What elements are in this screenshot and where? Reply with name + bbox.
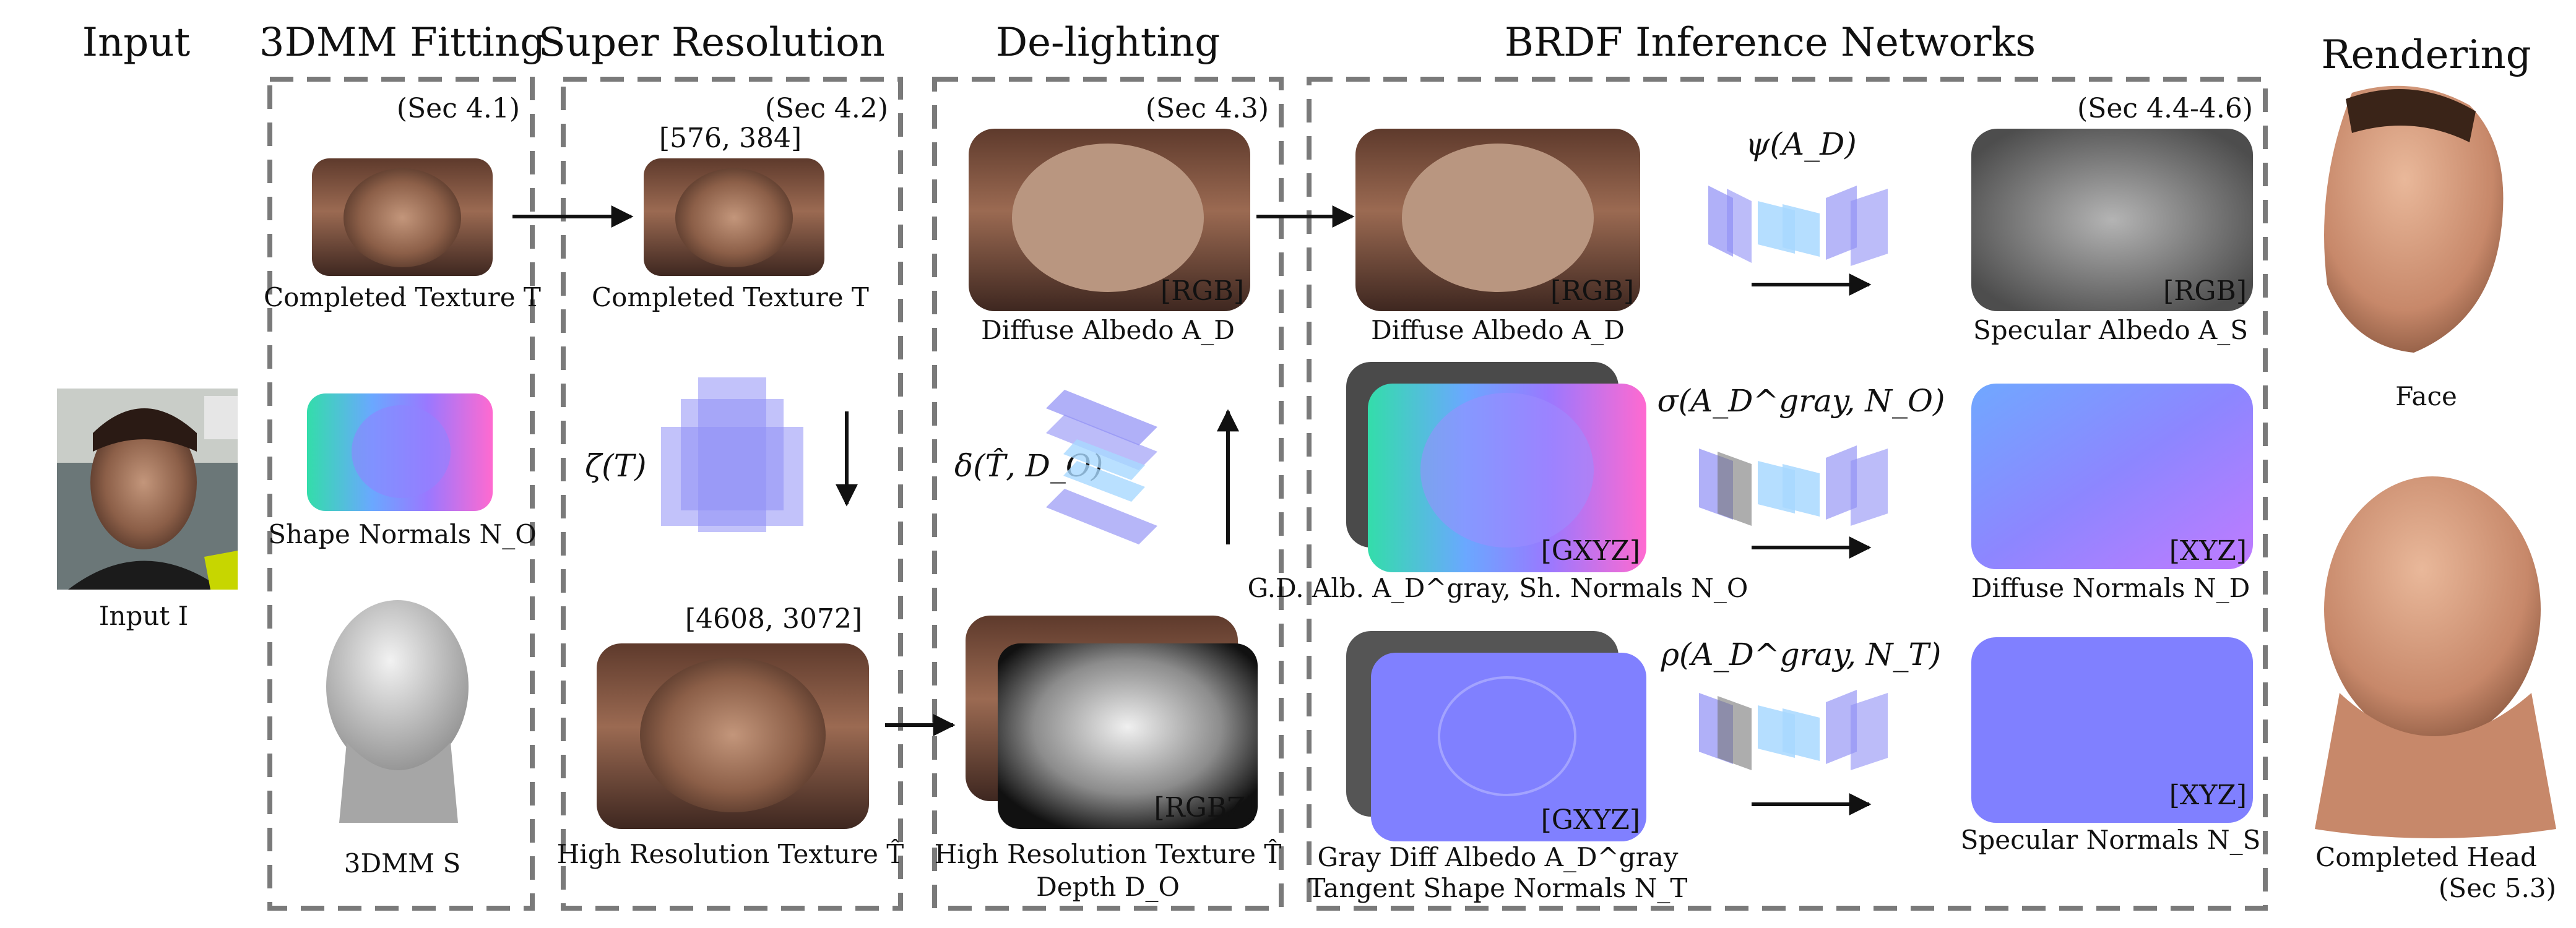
network-sigma-icon [1699, 445, 1888, 526]
diffuse-albedo-image-2 [1355, 129, 1640, 311]
tangent-normals-image [1346, 631, 1646, 841]
tag-rgb-2: [RGB] [1550, 275, 1634, 307]
depth-image [966, 616, 1258, 829]
completed-texture-image-2 [644, 158, 824, 276]
caption-input: Input I [99, 601, 188, 631]
math-zeta: ζ(T) [585, 448, 646, 484]
caption-gd-alb: G.D. Alb. A_D^gray, Sh. Normals N_O [1248, 573, 1748, 603]
header-de-lighting: De-lighting [996, 20, 1220, 66]
face-render-image [2324, 85, 2504, 353]
network-zeta-icon [661, 377, 803, 532]
superres-box [561, 77, 903, 911]
completed-head-image [2315, 476, 2556, 838]
caption-high-res-texture: High Resolution Texture T̂ [557, 838, 904, 869]
sec-fitting: (Sec 4.1) [397, 93, 520, 124]
math-psi: ψ(A_D) [1745, 126, 1856, 162]
delighting-box [932, 77, 1284, 911]
caption-high-res-texture-2: High Resolution Texture T̂ [935, 838, 1282, 869]
caption-gray-diff-albedo: Gray Diff Albedo A_D^gray [1318, 842, 1679, 872]
gd-albedo-normals-image [1346, 362, 1646, 572]
tag-rgb-3: [RGB] [2163, 275, 2247, 307]
specular-normals-image [1971, 637, 2253, 823]
tag-rgbz: [RGBZ] [1154, 792, 1256, 823]
tag-gxyz-2: [GXYZ] [1541, 804, 1640, 836]
tag-rgb-1: [RGB] [1160, 275, 1244, 307]
sec-delighting: (Sec 4.3) [1146, 93, 1269, 124]
header-input: Input [82, 20, 191, 66]
tag-xyz-2: [XYZ] [2169, 780, 2247, 811]
size-low: [576, 384] [659, 122, 802, 154]
caption-diffuse-albedo-1: Diffuse Albedo A_D [981, 315, 1235, 345]
dmm-head-image [326, 600, 469, 823]
sec-completed-head: (Sec 5.3) [2439, 873, 2556, 903]
network-rho-icon [1699, 690, 1888, 770]
math-rho: ρ(A_D^gray, N_T) [1661, 637, 1942, 672]
fitting-box [267, 77, 535, 911]
caption-completed-texture-2: Completed Texture T [592, 282, 869, 312]
diffuse-albedo-image-1 [969, 129, 1250, 311]
brdf-box [1307, 77, 2268, 911]
math-sigma: σ(A_D^gray, N_O) [1657, 383, 1945, 419]
shape-normals-image [307, 393, 493, 511]
caption-face: Face [2395, 381, 2457, 411]
caption-specular-normals: Specular Normals N_S [1961, 825, 2261, 855]
header-brdf: BRDF Inference Networks [1505, 20, 2036, 66]
caption-completed-texture-1: Completed Texture T [264, 282, 541, 312]
network-delta-icon [1046, 390, 1157, 544]
tag-gxyz-1: [GXYZ] [1541, 535, 1640, 567]
caption-diffuse-normals: Diffuse Normals N_D [1971, 573, 2250, 603]
sec-brdf: (Sec 4.4-4.6) [2077, 93, 2253, 124]
tag-xyz-1: [XYZ] [2169, 535, 2247, 567]
caption-specular-albedo: Specular Albedo A_S [1973, 315, 2248, 345]
network-psi-icon [1708, 186, 1888, 266]
caption-3dmm: 3DMM S [344, 848, 461, 879]
completed-texture-image-1 [312, 158, 493, 276]
high-res-texture-image [597, 643, 869, 829]
caption-tangent-normals: Tangent Shape Normals N_T [1308, 873, 1688, 903]
size-high: [4608, 3072] [685, 603, 862, 635]
caption-diffuse-albedo-2: Diffuse Albedo A_D [1371, 315, 1625, 345]
header-rendering: Rendering [2321, 32, 2531, 78]
caption-depth: Depth D_O [1036, 872, 1180, 902]
sec-superres: (Sec 4.2) [765, 93, 888, 124]
specular-albedo-image [1971, 129, 2253, 311]
caption-shape-normals: Shape Normals N_O [268, 519, 536, 549]
caption-completed-head: Completed Head [2315, 842, 2537, 872]
input-photo [57, 389, 238, 590]
header-super-resolution: Super Resolution [538, 20, 885, 66]
diffuse-normals-image [1971, 384, 2253, 569]
header-3dmm-fitting: 3DMM Fitting [259, 20, 545, 66]
